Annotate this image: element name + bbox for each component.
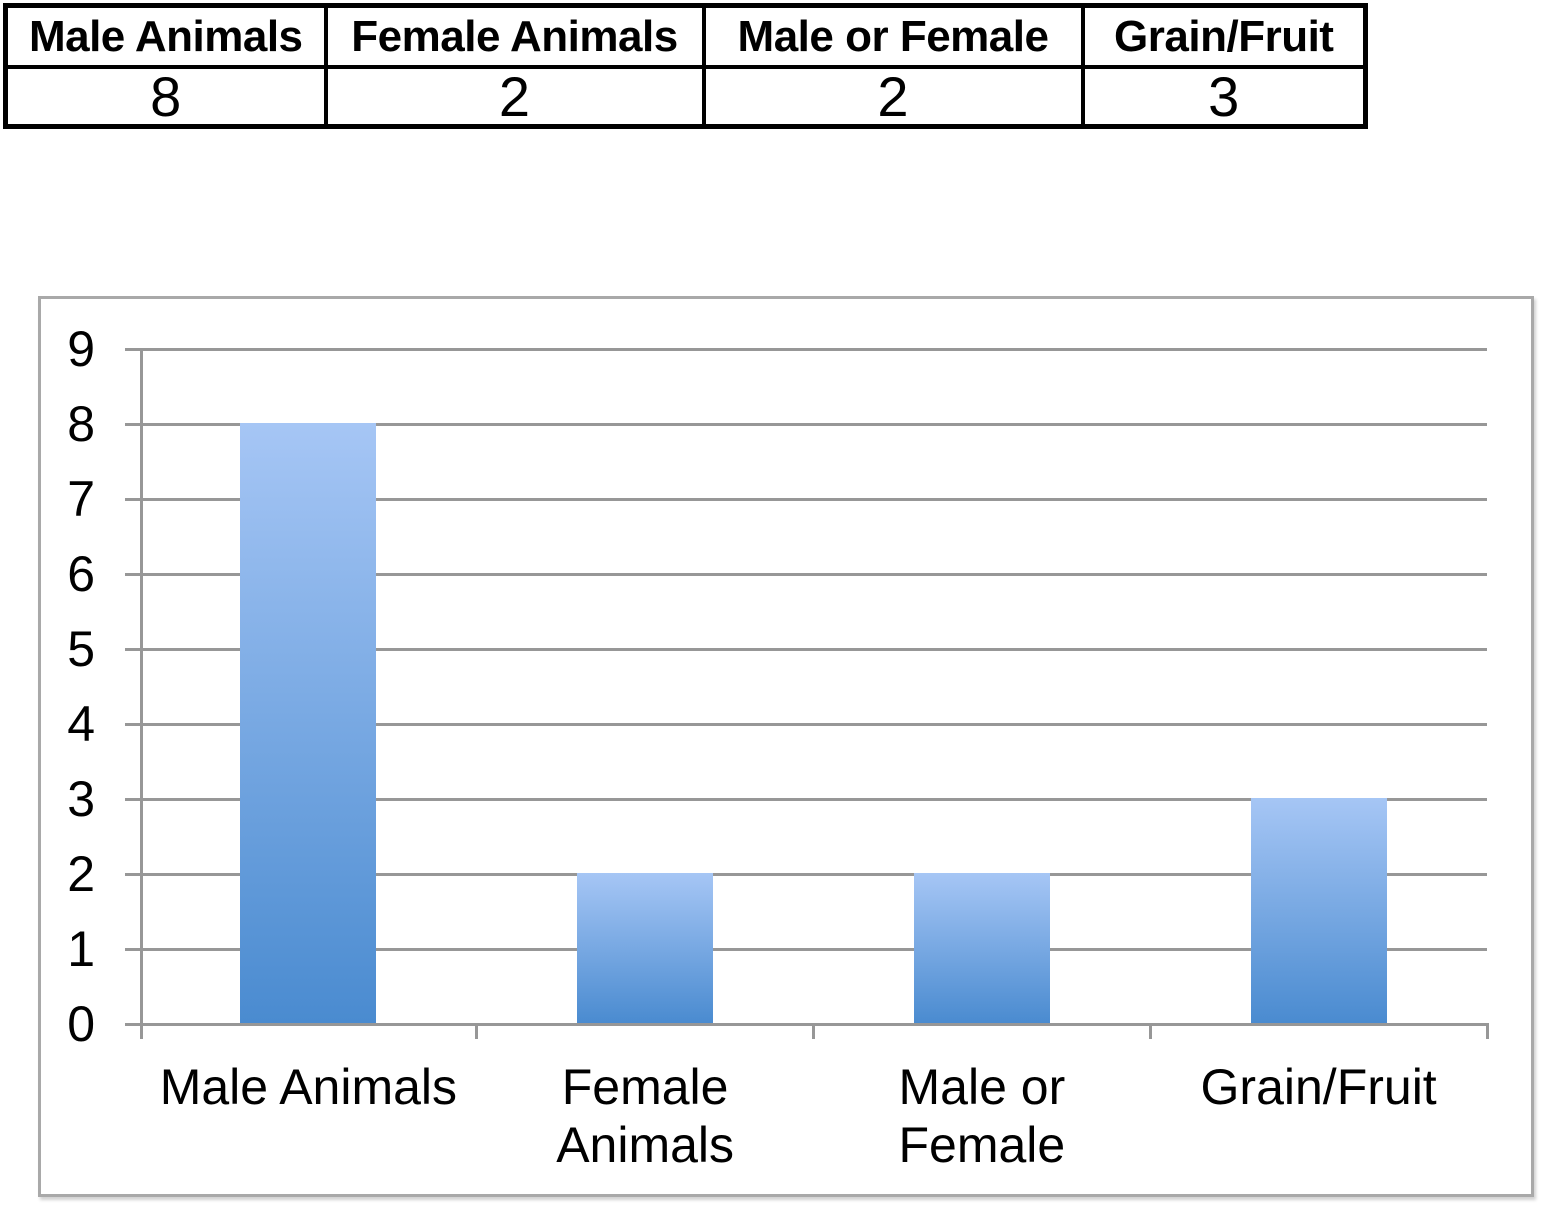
x-axis-label-line: Male Animals	[159, 1059, 458, 1115]
table-value-male-animals: 8	[3, 65, 328, 129]
gridline	[125, 423, 1487, 426]
y-axis-label: 2	[67, 846, 95, 902]
bar-male-or-female	[913, 873, 1050, 1023]
gridline	[125, 348, 1487, 351]
bar-female-animals	[577, 873, 714, 1023]
y-axis-label: 0	[67, 996, 95, 1052]
x-axis-label-line: Female	[561, 1059, 729, 1115]
gridline	[125, 873, 1487, 876]
gridline	[125, 798, 1487, 801]
data-table: Male Animals Female Animals Male or Fema…	[3, 3, 1368, 129]
x-axis-tick	[1148, 1023, 1152, 1039]
bar-male-animals	[240, 423, 377, 1023]
x-axis-label-line: Male or	[898, 1059, 1066, 1115]
x-axis-label-line: Grain/Fruit	[1200, 1059, 1437, 1115]
y-axis-label: 6	[67, 546, 95, 602]
y-axis-label: 5	[67, 621, 95, 677]
y-axis-line	[140, 348, 143, 1039]
x-axis-label-grain-fruit: Grain/Fruit	[1151, 1058, 1487, 1116]
y-axis-label: 7	[67, 471, 95, 527]
gridline	[125, 948, 1487, 951]
x-axis-label-male-animals: Male Animals	[140, 1058, 476, 1116]
table-header-grain-fruit: Grain/Fruit	[1080, 3, 1368, 69]
x-axis-tick	[812, 1023, 815, 1039]
gridline	[125, 498, 1487, 501]
gridline	[125, 573, 1487, 576]
table-value-row: 8 2 2 3	[3, 65, 1368, 129]
table-header-female-animals: Female Animals	[323, 3, 706, 69]
y-axis-label: 1	[67, 921, 95, 977]
x-axis-label-female-animals: Female Animals	[477, 1058, 813, 1174]
x-axis-line	[125, 1023, 1487, 1026]
table-value-grain-fruit: 3	[1080, 65, 1368, 129]
table-header-row: Male Animals Female Animals Male or Fema…	[3, 3, 1368, 69]
table-value-male-or-female: 2	[701, 65, 1085, 129]
x-axis-tick	[475, 1023, 479, 1039]
y-axis-label: 3	[67, 771, 95, 827]
x-axis-tick	[1485, 1023, 1489, 1039]
bar-grain-fruit	[1250, 798, 1387, 1023]
y-axis-label: 4	[67, 696, 95, 752]
x-axis-label-line: Animals	[556, 1117, 735, 1173]
table-header-male-animals: Male Animals	[3, 3, 328, 69]
y-axis-label: 9	[67, 321, 95, 377]
y-axis-label: 8	[67, 396, 95, 452]
bar-chart: 0 1 2 3 4 5 6 7 8 9 Male Animals Female Animals Male …	[38, 296, 1534, 1197]
table-header-male-or-female: Male or Female	[701, 3, 1085, 69]
x-axis-label-male-or-female: Male or Female	[814, 1058, 1150, 1174]
plot-area: 0 1 2 3 4 5 6 7 8 9 Male Animals Female Animals Male …	[41, 299, 1531, 1194]
x-axis-label-line: Female	[898, 1117, 1066, 1173]
gridline	[125, 723, 1487, 726]
gridline	[125, 648, 1487, 651]
table-value-female-animals: 2	[323, 65, 706, 129]
